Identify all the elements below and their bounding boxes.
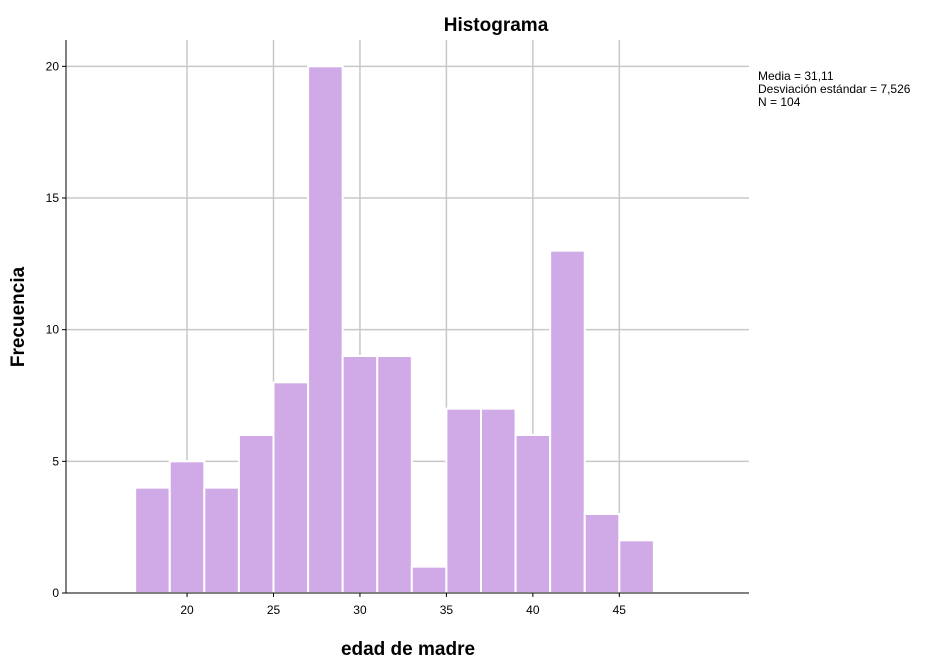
stat-mean: Media = 31,11 (758, 69, 834, 83)
histogram-bar (549, 249, 586, 595)
x-tick-label: 20 (180, 603, 194, 617)
y-tick-label: 5 (52, 454, 59, 468)
y-tick-label: 10 (46, 323, 60, 337)
stat-n: N = 104 (758, 95, 801, 109)
histogram-bar (168, 460, 206, 595)
x-tick-label: 45 (613, 603, 627, 617)
histogram-bar (307, 65, 344, 595)
histogram-bar (618, 539, 655, 594)
axes (65, 40, 749, 594)
histogram-bar (134, 486, 171, 594)
statistics-legend: Media = 31,11 Desviación estándar = 7,52… (758, 70, 910, 109)
histogram-bar (376, 355, 413, 594)
bars (134, 65, 655, 595)
histogram-bar (203, 486, 240, 594)
histogram-bar (237, 434, 275, 594)
x-tick-label: 25 (267, 603, 281, 617)
y-tick-label: 15 (46, 191, 60, 205)
x-axis-title: edad de madre (341, 639, 475, 657)
histogram-bar (410, 565, 448, 595)
histogram-bar (272, 381, 310, 595)
chart-title: Histograma (444, 15, 549, 36)
stat-std-dev: Desviación estándar = 7,526 (758, 82, 911, 96)
tick-labels: 0 5 10 15 20 20 25 30 35 40 45 (46, 59, 627, 617)
y-tick-label: 0 (52, 586, 59, 600)
histogram-bar (445, 407, 482, 594)
histogram-bar (341, 355, 379, 594)
histogram-bar (479, 407, 517, 594)
y-axis-title: Frecuencia (8, 266, 29, 367)
x-tick-label: 35 (440, 603, 454, 617)
histogram-bar (514, 434, 552, 594)
x-tick-label: 30 (353, 603, 367, 617)
x-tick-label: 40 (526, 603, 540, 617)
histogram-bar (583, 513, 621, 594)
y-tick-label: 20 (46, 59, 60, 73)
